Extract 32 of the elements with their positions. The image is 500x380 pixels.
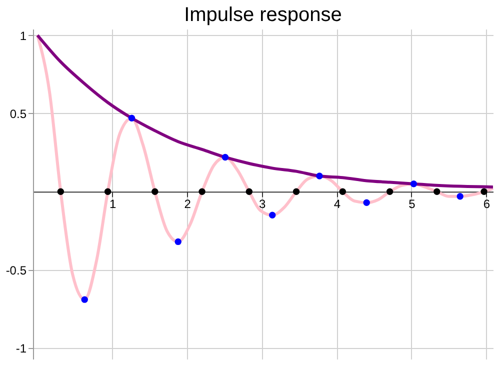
y-tick-label: -0.5 bbox=[6, 263, 27, 278]
point bbox=[480, 188, 488, 195]
point bbox=[410, 180, 418, 188]
point bbox=[104, 188, 112, 195]
x-tick-label: 1 bbox=[109, 197, 116, 212]
point bbox=[456, 193, 464, 200]
x-tick-label: 2 bbox=[184, 197, 192, 212]
point bbox=[246, 188, 253, 195]
line-series bbox=[36, 34, 494, 188]
point bbox=[339, 188, 346, 195]
point bbox=[316, 172, 323, 180]
point bbox=[198, 188, 206, 195]
point bbox=[81, 296, 88, 303]
y-tick-label: 1 bbox=[20, 28, 27, 43]
chart-title: Impulse response bbox=[184, 4, 342, 26]
y-tick-label: -1 bbox=[16, 342, 27, 356]
point bbox=[222, 154, 229, 161]
point bbox=[434, 188, 440, 195]
line-series bbox=[36, 34, 494, 302]
point bbox=[152, 188, 158, 195]
point bbox=[268, 212, 276, 218]
x-tick-label: 4 bbox=[334, 197, 341, 212]
point bbox=[386, 188, 394, 195]
point bbox=[174, 238, 182, 246]
point bbox=[363, 199, 370, 206]
x-tick-label: 3 bbox=[259, 197, 266, 212]
point bbox=[292, 188, 300, 195]
x-tick-label: 5 bbox=[408, 197, 416, 212]
x-tick-label: 6 bbox=[483, 197, 490, 212]
y-tick-label: 0.5 bbox=[10, 106, 27, 121]
point bbox=[128, 114, 136, 122]
point bbox=[57, 188, 64, 195]
